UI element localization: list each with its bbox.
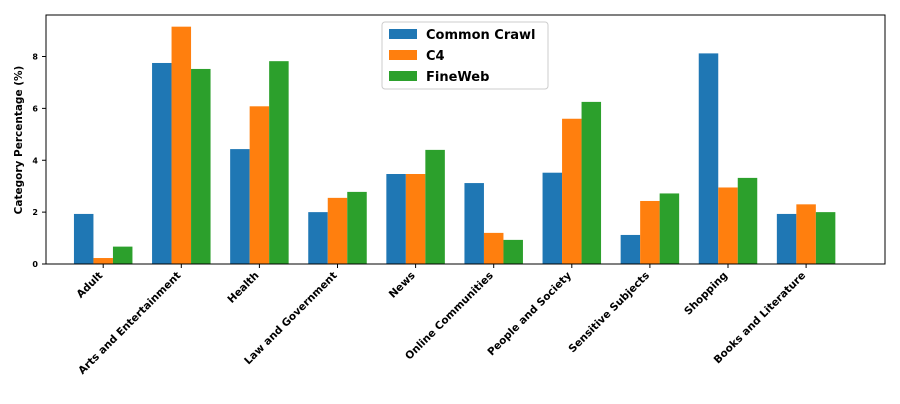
bar-fineweb-6 bbox=[581, 101, 602, 264]
y-tick-label: 6 bbox=[32, 104, 38, 113]
bar-fineweb-8 bbox=[737, 177, 758, 264]
bar-fineweb-7 bbox=[659, 193, 680, 264]
y-axis-label: Category Percentage (%) bbox=[13, 66, 25, 215]
bar-c4-3 bbox=[327, 197, 348, 264]
legend-swatch bbox=[389, 71, 417, 81]
bars-group bbox=[73, 26, 836, 265]
legend-swatch bbox=[389, 29, 417, 39]
bar-c4-4 bbox=[405, 174, 426, 264]
bar-c4-5 bbox=[483, 232, 504, 265]
bar-common-crawl-6 bbox=[542, 172, 563, 264]
bar-common-crawl-9 bbox=[776, 213, 797, 264]
x-tick-label: Health bbox=[225, 270, 261, 306]
bar-fineweb-5 bbox=[503, 239, 523, 264]
x-tick-label: Adult bbox=[74, 270, 105, 301]
bar-c4-9 bbox=[796, 204, 816, 264]
bar-common-crawl-1 bbox=[152, 62, 172, 265]
bar-fineweb-0 bbox=[112, 246, 133, 264]
x-tick-label: Online Communities bbox=[403, 270, 496, 363]
bar-c4-1 bbox=[171, 26, 192, 265]
legend-label: C4 bbox=[426, 49, 445, 64]
bar-common-crawl-2 bbox=[230, 149, 250, 264]
legend-swatch bbox=[389, 50, 417, 60]
bar-fineweb-3 bbox=[347, 191, 367, 264]
plot-frame bbox=[45, 14, 886, 265]
y-tick-label: 0 bbox=[32, 260, 38, 269]
legend-frame bbox=[381, 21, 549, 90]
x-tick-label: Books and Literature bbox=[712, 270, 809, 367]
y-tick-label: 8 bbox=[32, 53, 38, 62]
x-tick-label: People and Society bbox=[485, 270, 574, 359]
bar-common-crawl-8 bbox=[698, 53, 719, 264]
bar-common-crawl-5 bbox=[464, 183, 484, 264]
x-tick-label: Sensitive Subjects bbox=[566, 270, 652, 356]
legend: Common Crawl C4 FineWeb bbox=[381, 21, 549, 90]
bar-fineweb-1 bbox=[191, 68, 211, 264]
bar-common-crawl-0 bbox=[73, 213, 94, 264]
bar-c4-7 bbox=[640, 200, 660, 264]
legend-label: Common Crawl bbox=[426, 28, 535, 43]
bar-common-crawl-3 bbox=[308, 212, 328, 265]
bar-fineweb-9 bbox=[815, 212, 836, 265]
x-tick-label: Law and Government bbox=[242, 270, 339, 367]
bar-common-crawl-4 bbox=[386, 174, 406, 264]
x-tick-label: Shopping bbox=[682, 270, 730, 318]
bar-c4-0 bbox=[93, 258, 113, 264]
y-tick-label: 4 bbox=[32, 156, 38, 165]
x-tick-label: News bbox=[387, 270, 418, 301]
bar-fineweb-2 bbox=[269, 61, 289, 264]
bar-common-crawl-7 bbox=[620, 234, 641, 264]
bar-fineweb-4 bbox=[425, 149, 445, 265]
y-tick-label: 2 bbox=[32, 208, 38, 217]
bar-c4-2 bbox=[249, 106, 270, 264]
legend-label: FineWeb bbox=[426, 70, 489, 85]
bar-c4-8 bbox=[718, 187, 738, 264]
bar-c4-6 bbox=[562, 118, 582, 264]
